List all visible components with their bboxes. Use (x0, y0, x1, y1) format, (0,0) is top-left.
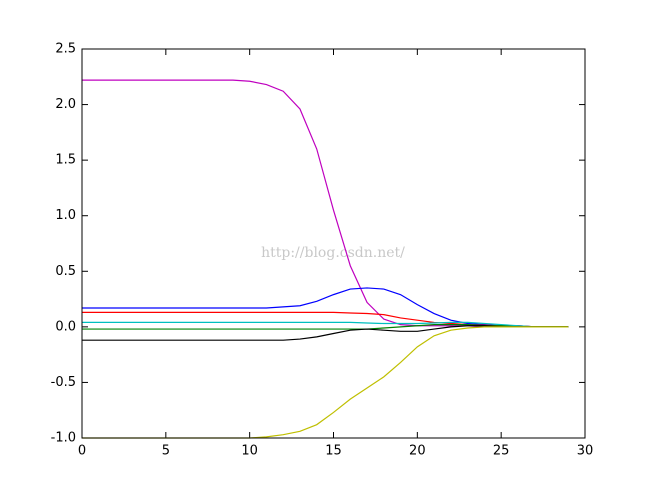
data-line (82, 79, 569, 328)
plot-frame (81, 48, 586, 439)
x-tick-label: 30 (577, 444, 594, 459)
data-line (82, 325, 569, 341)
y-tick-label: -0.5 (51, 375, 76, 390)
x-tick-label: 10 (241, 444, 258, 459)
x-tick-label: 0 (78, 444, 86, 459)
y-tick-label: -1.0 (51, 431, 76, 446)
data-line (82, 287, 569, 328)
y-tick-label: 0.5 (55, 264, 76, 279)
y-tick-label: 1.5 (55, 153, 76, 168)
y-tick-label: 2.5 (55, 42, 76, 57)
data-line (82, 321, 569, 328)
x-tick-label: 20 (409, 444, 426, 459)
watermark: http://blog.csdn.net/ (261, 245, 405, 261)
y-tick-label: 2.0 (55, 97, 76, 112)
y-tick-label: 0.0 (55, 319, 76, 334)
x-tick-label: 15 (325, 444, 342, 459)
data-line (82, 326, 569, 439)
y-tick-label: 1.0 (55, 208, 76, 223)
x-tick-label: 5 (162, 444, 170, 459)
x-tick-label: 25 (493, 444, 510, 459)
